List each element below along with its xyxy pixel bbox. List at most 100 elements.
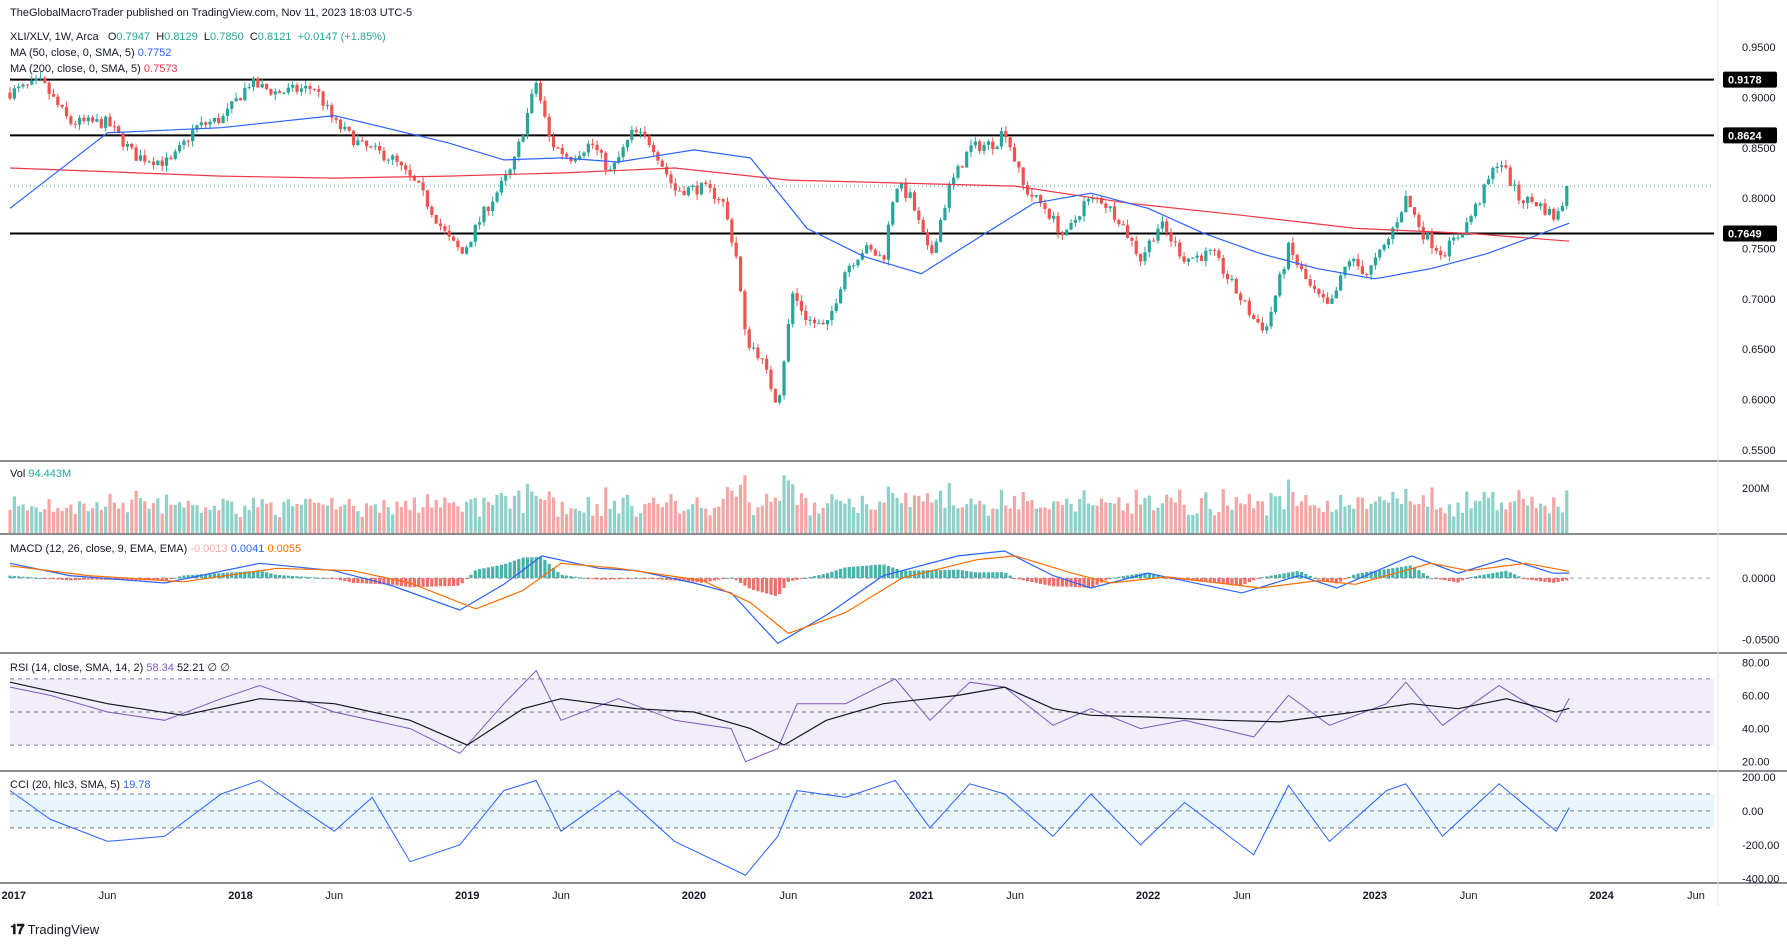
candle-body: [373, 145, 377, 147]
macd-histogram-bar: [1286, 572, 1291, 579]
macd-histogram-bar: [1373, 570, 1378, 579]
volume-bar: [1391, 491, 1395, 533]
macd-histogram-bar: [852, 566, 856, 579]
macd-histogram-bar: [734, 578, 738, 581]
volume-bar: [17, 506, 21, 533]
rsi-tick-label: 60.00: [1742, 690, 1770, 702]
macd-histogram-bar: [1308, 575, 1312, 579]
candle-body: [1225, 273, 1230, 280]
candle-body: [478, 222, 482, 225]
candle-body: [469, 241, 473, 248]
macd-histogram-bar: [1034, 578, 1038, 583]
macd-tick-label: -0.0500: [1742, 635, 1779, 647]
candle-body: [1204, 250, 1208, 261]
volume-legend[interactable]: Vol 94.443M: [10, 467, 71, 481]
volume-bar: [1247, 493, 1251, 533]
candle-body: [286, 87, 290, 93]
volume-bar: [1530, 496, 1534, 533]
macd-histogram-bar: [321, 577, 325, 579]
macd-histogram-bar: [330, 578, 334, 580]
price-tick-label: 0.7500: [1742, 244, 1776, 256]
macd-histogram-bar: [1378, 570, 1382, 579]
volume-bar: [73, 514, 77, 533]
macd-histogram-bar: [1452, 578, 1456, 582]
candle-body: [191, 129, 195, 142]
volume-bar: [264, 503, 269, 533]
macd-histogram-bar: [647, 578, 651, 580]
rsi-legend[interactable]: RSI (14, close, SMA, 14, 2) 58.34 52.21 …: [10, 661, 230, 675]
volume-bar: [608, 508, 612, 533]
macd-histogram-bar: [160, 578, 164, 581]
candle-body: [1356, 258, 1360, 267]
candle-body: [695, 185, 699, 195]
macd-histogram-bar: [243, 571, 247, 579]
candle-body: [299, 88, 303, 92]
rsi-tick-label: 80.00: [1742, 657, 1770, 669]
volume-bar: [634, 516, 638, 533]
rsi-ma-value: 52.21: [176, 662, 205, 674]
volume-bar: [1286, 479, 1291, 533]
volume-bar: [956, 508, 960, 533]
volume-bar: [360, 516, 364, 533]
volume-bar: [356, 511, 360, 533]
macd-histogram-bar: [51, 578, 56, 580]
candle-body: [1399, 212, 1404, 223]
volume-bar: [1552, 497, 1556, 533]
volume-bar: [1134, 489, 1138, 533]
macd-histogram-bar: [1052, 578, 1056, 587]
macd-histogram-bar: [760, 578, 764, 593]
volume-bar: [451, 502, 456, 533]
volume-bar: [217, 510, 221, 533]
tradingview-logo[interactable]: 𝟏𝟕 TradingView: [10, 921, 99, 938]
macd-histogram-bar: [978, 572, 982, 579]
macd-histogram-bar: [82, 578, 86, 580]
candle-body: [1291, 242, 1295, 255]
volume-bar: [1025, 501, 1030, 533]
macd-histogram-bar: [1047, 578, 1051, 586]
candle-body: [204, 122, 208, 125]
macd-histogram-bar: [38, 578, 43, 580]
candle-body: [86, 117, 90, 122]
volume-bar: [251, 497, 256, 533]
volume-bar: [443, 497, 447, 533]
macd-legend[interactable]: MACD (12, 26, close, 9, EMA, EMA) -0.001…: [10, 542, 301, 556]
macd-histogram-bar: [1056, 578, 1060, 587]
candle-body: [738, 256, 743, 292]
candle-body: [1112, 206, 1117, 220]
candle-body: [821, 322, 825, 325]
candle-body: [786, 323, 790, 362]
ma50-legend[interactable]: MA (50, close, 0, SMA, 5) 0.7752: [10, 46, 171, 60]
candle-body: [38, 77, 43, 80]
macd-histogram-bar: [286, 575, 290, 579]
macd-histogram-bar: [873, 564, 877, 579]
ma200-legend[interactable]: MA (200, close, 0, SMA, 5) 0.7573: [10, 62, 178, 76]
candle-body: [504, 174, 508, 181]
macd-histogram-bar: [899, 570, 904, 579]
macd-histogram-bar: [556, 571, 560, 579]
volume-bar: [1139, 504, 1143, 533]
macd-histogram-bar: [830, 571, 834, 579]
volume-bar: [1169, 497, 1173, 533]
candle-body: [656, 152, 660, 161]
macd-histogram-bar: [269, 573, 273, 579]
candle-body: [517, 141, 521, 157]
macd-histogram-bar: [1447, 578, 1451, 582]
macd-histogram-bar: [417, 578, 421, 588]
macd-label: MACD (12, 26, close, 9, EMA, EMA): [10, 543, 188, 555]
volume-bar: [138, 497, 143, 533]
cci-legend[interactable]: CCI (20, hlc3, SMA, 5) 19.78: [10, 778, 151, 792]
candle-body: [630, 129, 634, 140]
macd-histogram-bar: [1125, 575, 1130, 579]
macd-histogram-bar: [1478, 575, 1482, 579]
candle-body: [1234, 279, 1238, 294]
candle-body: [1369, 265, 1373, 275]
macd-histogram-bar: [238, 571, 243, 579]
volume-bar: [843, 503, 847, 533]
volume-bar: [291, 506, 295, 533]
candle-body: [1465, 222, 1469, 235]
candle-body: [578, 155, 582, 159]
candle-body: [1065, 229, 1069, 236]
macd-histogram-bar: [1265, 576, 1269, 579]
macd-histogram-bar: [56, 578, 60, 580]
